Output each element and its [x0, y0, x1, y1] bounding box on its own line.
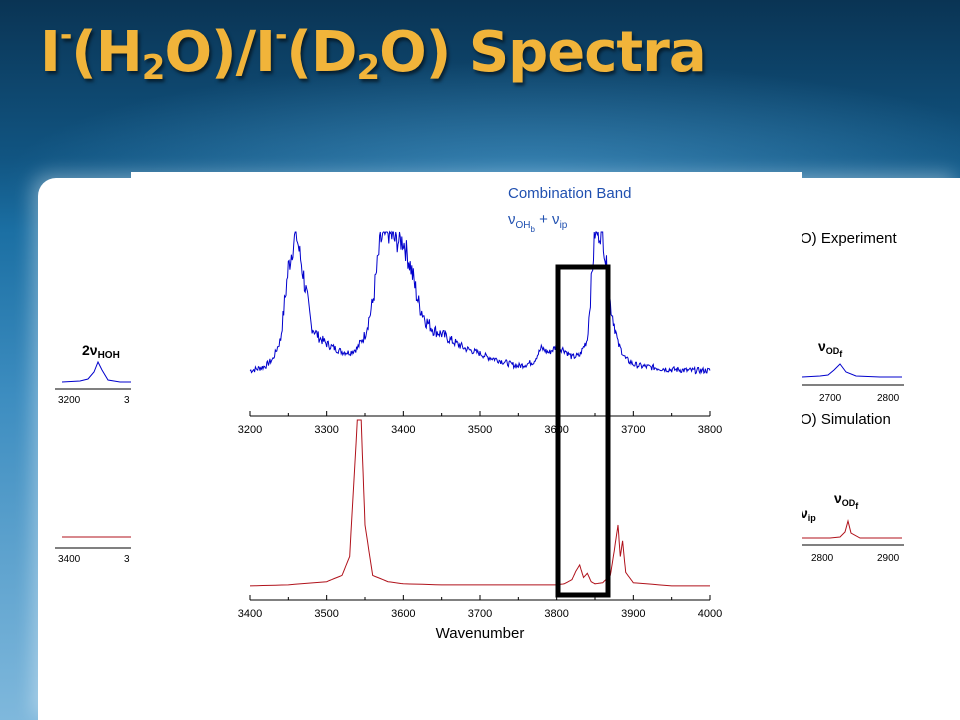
left-hidden-plots: 2νHOH 3200 3 3400 3	[55, 342, 131, 565]
combination-band-title: Combination Band	[508, 185, 631, 202]
experiment-tick-label: 3500	[468, 424, 492, 436]
left-top-tick: 3200	[58, 395, 81, 406]
right-top-nu-label: νODf	[818, 338, 843, 359]
right-simulation-label: O) Simulation	[800, 411, 891, 428]
simulation-tick-label: 3800	[544, 608, 568, 620]
right-bottom-nu-label: νODf	[834, 490, 859, 511]
right-top-trace	[801, 363, 902, 378]
combination-band-highlight-box	[555, 264, 611, 598]
experiment-tick-label: 3300	[314, 424, 338, 436]
experiment-tick-label: 3200	[238, 424, 262, 436]
right-experiment-label: O) Experiment	[800, 230, 898, 247]
slide-title: I-(H2O)/I-(D2O) Spectra	[40, 18, 707, 88]
left-top-tick: 3	[124, 395, 130, 406]
experiment-tick-label: 3700	[621, 424, 645, 436]
left-bottom-tick: 3	[124, 554, 130, 565]
simulation-x-axis-label: Wavenumber	[436, 625, 525, 642]
main-figure-background	[131, 172, 802, 662]
experiment-line	[249, 230, 711, 375]
right-top-tick: 2800	[877, 393, 900, 404]
simulation-tick-label: 3400	[238, 608, 262, 620]
simulation-tick-label: 3700	[468, 608, 492, 620]
simulation-line	[249, 419, 710, 587]
simulation-tick-label: 3500	[314, 608, 338, 620]
right-bottom-tick: 2900	[877, 553, 900, 564]
right-hidden-plots: O) Experiment νODf 2700 2800 O) Simulati…	[800, 230, 904, 564]
experiment-tick-label: 3400	[391, 424, 415, 436]
simulation-tick-label: 3900	[621, 608, 645, 620]
left-bottom-tick: 3400	[58, 554, 81, 565]
right-top-tick: 2700	[819, 393, 842, 404]
right-bottom-tick: 2800	[811, 553, 834, 564]
left-2nu-label: 2νHOH	[82, 342, 120, 361]
simulation-tick-label: 3600	[391, 608, 415, 620]
left-top-trace	[61, 360, 131, 383]
combination-band-formula: νOHb + νip	[508, 211, 568, 234]
simulation-tick-label: 4000	[698, 608, 722, 620]
right-bottom-trace	[802, 519, 902, 539]
right-bottom-vip-label: νip	[800, 505, 816, 523]
simulation-plot: 3400 3500 3600 3700 3800 3900 4000 Wavenumber	[238, 419, 722, 642]
experiment-tick-label: 3800	[698, 424, 722, 436]
